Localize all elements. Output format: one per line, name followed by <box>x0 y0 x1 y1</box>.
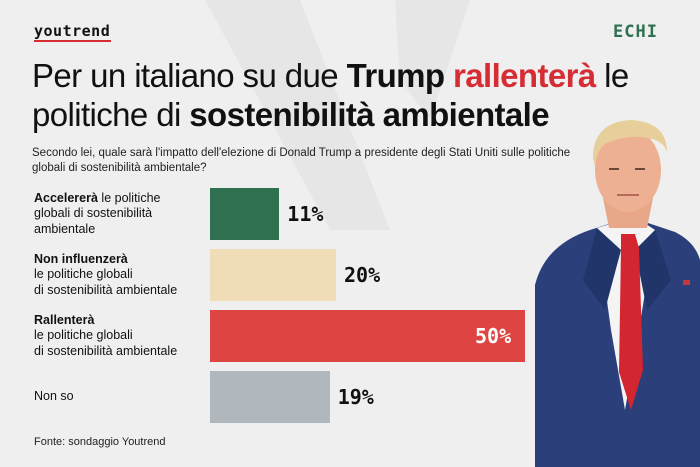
value-label: 50% <box>475 324 512 348</box>
bar <box>210 249 336 301</box>
source-note: Fonte: sondaggio Youtrend <box>34 436 166 448</box>
category-label: Rallenterà le politiche globali di sosteni… <box>34 312 178 358</box>
value-label: 20% <box>344 263 381 287</box>
echi-logo: ECHI <box>613 22 658 42</box>
youtrend-logo: youtrend <box>34 22 111 40</box>
value-label: 11% <box>287 202 324 226</box>
person-illustration <box>535 120 700 467</box>
value-label: 19% <box>337 385 374 409</box>
bar <box>210 188 280 240</box>
category-label: Accelererà le politiche globali di sosten… <box>34 190 161 236</box>
bar <box>210 310 525 362</box>
chart-subtitle: Secondo lei, quale sarà l'impatto dell'e… <box>32 147 571 174</box>
logo-underline <box>34 40 111 42</box>
category-label: Non influenzerà le politiche globali di so… <box>34 251 178 297</box>
chart-title: Per un italiano su due Trump rallenterà … <box>32 57 629 133</box>
category-label: Non so <box>34 389 74 404</box>
bar <box>210 371 330 423</box>
